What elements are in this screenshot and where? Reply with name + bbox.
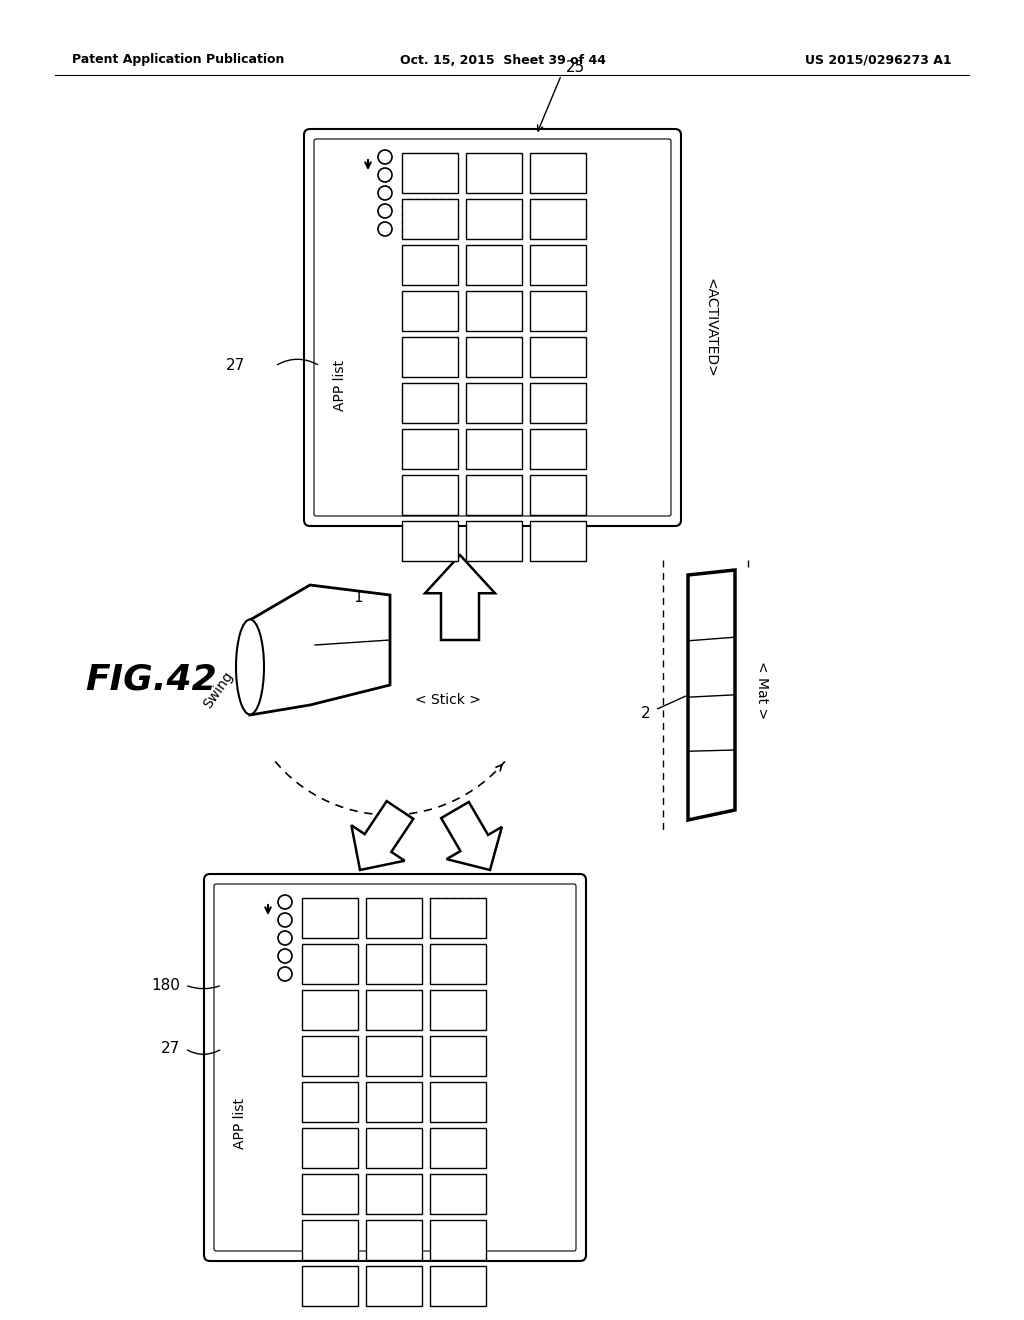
Polygon shape [425, 554, 495, 640]
Text: 25: 25 [566, 59, 586, 74]
FancyBboxPatch shape [304, 129, 681, 525]
Bar [402, 153, 458, 193]
Bar [466, 429, 522, 469]
Bar [302, 990, 358, 1030]
Bar [402, 199, 458, 239]
Text: APP list: APP list [333, 360, 347, 411]
Bar [302, 944, 358, 983]
Bar [530, 246, 586, 285]
Bar [366, 1082, 422, 1122]
Circle shape [278, 895, 292, 909]
Text: Oct. 15, 2015  Sheet 39 of 44: Oct. 15, 2015 Sheet 39 of 44 [400, 54, 606, 66]
Text: FIG.42: FIG.42 [85, 663, 217, 697]
Text: < Stick >: < Stick > [415, 693, 481, 708]
Text: <ACTIVATED>: <ACTIVATED> [703, 277, 717, 378]
Bar [530, 153, 586, 193]
Bar [366, 1220, 422, 1261]
Circle shape [378, 222, 392, 236]
Bar [466, 475, 522, 515]
Circle shape [278, 931, 292, 945]
Bar [430, 990, 486, 1030]
Bar [302, 1036, 358, 1076]
Bar [302, 1266, 358, 1305]
Text: < Mat >: < Mat > [755, 661, 769, 719]
Bar [402, 246, 458, 285]
Bar [302, 898, 358, 939]
Polygon shape [688, 570, 735, 820]
Bar [302, 1173, 358, 1214]
Circle shape [378, 205, 392, 218]
Text: US 2015/0296273 A1: US 2015/0296273 A1 [805, 54, 952, 66]
Bar [366, 944, 422, 983]
Bar [366, 990, 422, 1030]
Bar [430, 1036, 486, 1076]
Bar [430, 1220, 486, 1261]
Text: Patent Application Publication: Patent Application Publication [72, 54, 285, 66]
Text: 2: 2 [640, 706, 650, 722]
Bar [530, 199, 586, 239]
Circle shape [378, 150, 392, 164]
Bar [366, 1036, 422, 1076]
Bar [430, 1173, 486, 1214]
Bar [530, 429, 586, 469]
Bar [430, 898, 486, 939]
Bar [366, 898, 422, 939]
Bar [402, 290, 458, 331]
Bar [402, 337, 458, 378]
Polygon shape [250, 585, 390, 715]
Bar [402, 429, 458, 469]
Bar [466, 337, 522, 378]
Bar [430, 1266, 486, 1305]
Circle shape [278, 949, 292, 964]
Circle shape [378, 186, 392, 201]
FancyBboxPatch shape [204, 874, 586, 1261]
Circle shape [278, 968, 292, 981]
Bar [530, 337, 586, 378]
Bar [302, 1129, 358, 1168]
Bar [402, 383, 458, 422]
Bar [366, 1129, 422, 1168]
Bar [366, 1266, 422, 1305]
Bar [466, 521, 522, 561]
Ellipse shape [236, 619, 264, 714]
Bar [402, 475, 458, 515]
Bar [530, 475, 586, 515]
Bar [466, 290, 522, 331]
Text: APP list: APP list [233, 1098, 247, 1150]
Bar [430, 1129, 486, 1168]
Bar [302, 1220, 358, 1261]
Bar [466, 199, 522, 239]
Text: 1: 1 [353, 590, 362, 606]
Bar [466, 383, 522, 422]
Bar [366, 1173, 422, 1214]
Bar [302, 1082, 358, 1122]
Bar [430, 944, 486, 983]
Polygon shape [351, 801, 414, 870]
Text: Swing: Swing [201, 669, 236, 711]
Bar [530, 290, 586, 331]
Polygon shape [441, 803, 502, 870]
Text: 180: 180 [152, 978, 180, 993]
Bar [530, 521, 586, 561]
Bar [530, 383, 586, 422]
Bar [430, 1082, 486, 1122]
Bar [466, 153, 522, 193]
Text: 27: 27 [225, 359, 245, 374]
Circle shape [278, 913, 292, 927]
Circle shape [378, 168, 392, 182]
Bar [466, 246, 522, 285]
Text: 27: 27 [161, 1041, 180, 1056]
Bar [402, 521, 458, 561]
